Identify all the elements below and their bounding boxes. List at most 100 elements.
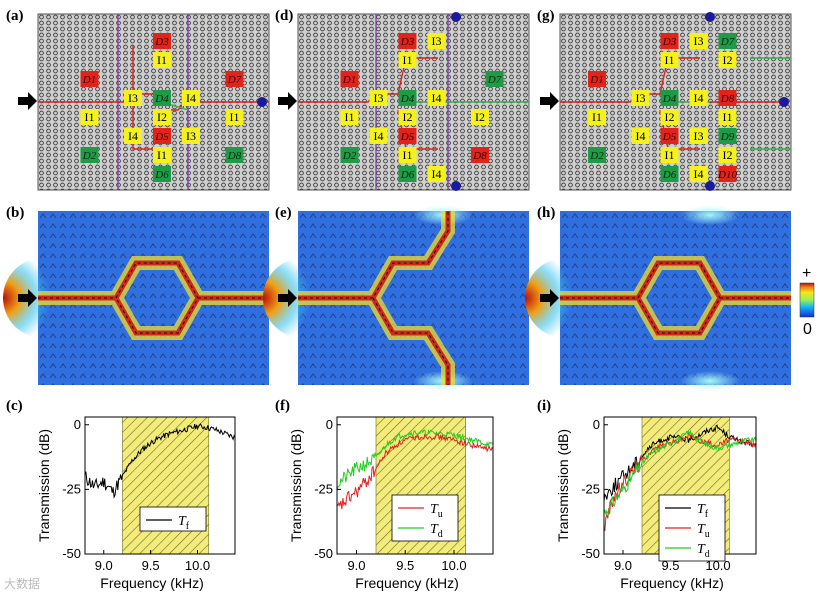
domain-cell: I1 [153,147,171,163]
domain-cell-box [398,147,417,163]
input-arrows [18,92,559,307]
domain-cell: D7 [225,71,244,87]
x-tick-label: 9.0 [614,558,632,573]
panel-a: D3 I1 D1 D7 I3 D4 I4 I1 I2 I1 I4 D5 I3 D2 I1 D8 D6 [37,13,270,191]
x-axis-label: Frequency (kHz) [355,575,458,591]
domain-cell: I4 [182,90,200,106]
domain-cell-box [689,33,708,49]
legend-subscript: f [705,509,709,520]
domain-cell: D5 [153,128,171,144]
domain-cell: I1 [588,109,606,125]
domain-cell: I3 [689,33,708,49]
domain-cell-label: I3 [432,34,442,48]
domain-cell: I1 [340,109,359,125]
domain-cell-box [153,109,171,125]
series-line-Td [603,429,757,516]
domain-cell: I3 [689,128,708,144]
domain-cell-label: D3 [662,36,677,48]
x-tick-label: 10.0 [185,558,210,573]
colorbar-min-label: 0 [803,321,812,338]
panel-label-c: (c) [6,398,23,414]
bandgap-band [122,416,210,555]
domain-cell-box [80,71,99,87]
detector-dot [705,12,715,22]
domain-cell: D1 [588,71,606,87]
domain-cell-box [631,128,650,144]
domain-cell: I2 [718,147,737,163]
domain-cell-label: I4 [694,91,704,105]
domain-cell-label: D7 [227,74,242,86]
domain-cell: I1 [660,52,679,68]
domain-cell: I4 [689,166,708,182]
domain-cell: D3 [398,33,417,49]
y-axis-label: Transmission (dB) [555,429,571,542]
y-tick-label: -50 [314,546,333,561]
domain-cell: I3 [182,128,200,144]
arrow-icon [18,289,37,307]
domain-cell: I3 [427,33,446,49]
domain-cell: I2 [471,109,489,125]
domain-cell-label: I4 [186,91,196,105]
domain-cell-box [225,71,244,87]
domain-cell-box [80,109,99,125]
domain-cell-box [340,109,359,125]
panel-label-a: (a) [6,8,24,24]
x-tick-label: 10.0 [441,558,466,573]
domain-cell-label: I4 [432,167,442,181]
panel-e [263,205,529,391]
x-axis-label: Frequency (kHz) [620,575,723,591]
domain-cell-label: D2 [589,150,604,162]
plot-frame [336,416,494,555]
domain-cell: D10 [717,166,737,182]
panel-label-d: (d) [275,8,293,24]
legend-subscript: u [705,529,710,540]
bottom-glow [680,371,740,391]
domain-cell: D7 [485,71,504,87]
domain-labels: D3 I3 I1 D1 D7 I3 D4 I4 I1 I2 I2 I4 D5 D2 I1 D8 D6 I4 [340,33,504,182]
domain-cell-box [588,147,606,163]
panel-h [525,205,791,391]
domain-cell-label: D8 [720,93,735,105]
domain-cell-box [588,109,606,125]
domain-cell-box [660,128,679,144]
domain-cell-label: I1 [157,53,167,67]
domain-cell: D2 [80,147,99,163]
domain-cell-label: I4 [694,167,704,181]
legend-subscript: d [705,549,710,560]
domain-cell-box [124,128,142,144]
arrow-icon [540,289,559,307]
domain-cell: D9 [718,128,737,144]
y-tick-label: 0 [326,417,333,432]
domain-labels: D3 I3 D7 I1 I2 D1 I3 D4 I4 D8 I1 I2 I1 I4 D5 I3 D9 D2 I1 I2… [588,33,737,182]
domain-cell-label: I1 [403,148,413,162]
y-tick-label: 0 [593,417,600,432]
colorbar-max-label: + [802,265,811,282]
domain-cell-box [660,109,679,125]
domain-cell-box [689,90,708,106]
domain-cell-label: D5 [662,131,677,143]
domain-cell-label: I1 [230,110,240,124]
domain-cell-label: I4 [374,129,384,143]
panel-g: D3 I3 D7 I1 I2 D1 I3 D4 I4 D8 I1 I2 I1 I4 D5 I3 D9 D2 I1 I2… [559,12,792,191]
domain-cell-box [660,166,679,182]
domain-cell-label: I3 [128,91,138,105]
domain-cell-label: I4 [128,129,138,143]
domain-cell-box [369,90,388,106]
x-tick-label: 9.5 [396,558,414,573]
domain-cell-box [689,166,708,182]
chart-f: 0 -25 -50 9.0 9.5 10.0 Frequency (kHz) Transmis… [288,416,494,591]
domain-cell-label: D7 [720,36,735,48]
legend-label: Tf [697,502,709,520]
domain-cell-label: D10 [717,169,737,181]
domain-cell-label: D8 [472,150,487,162]
domain-cell-box [660,90,679,106]
domain-cell-box [225,109,244,125]
domain-cell-label: I1 [403,53,413,67]
domain-cell: I1 [398,147,417,163]
domain-cell-box [689,128,708,144]
domain-cell-label: I2 [723,148,733,162]
domain-cell: I3 [124,90,142,106]
domain-cell: I2 [153,109,171,125]
domain-cell-box [153,128,171,144]
